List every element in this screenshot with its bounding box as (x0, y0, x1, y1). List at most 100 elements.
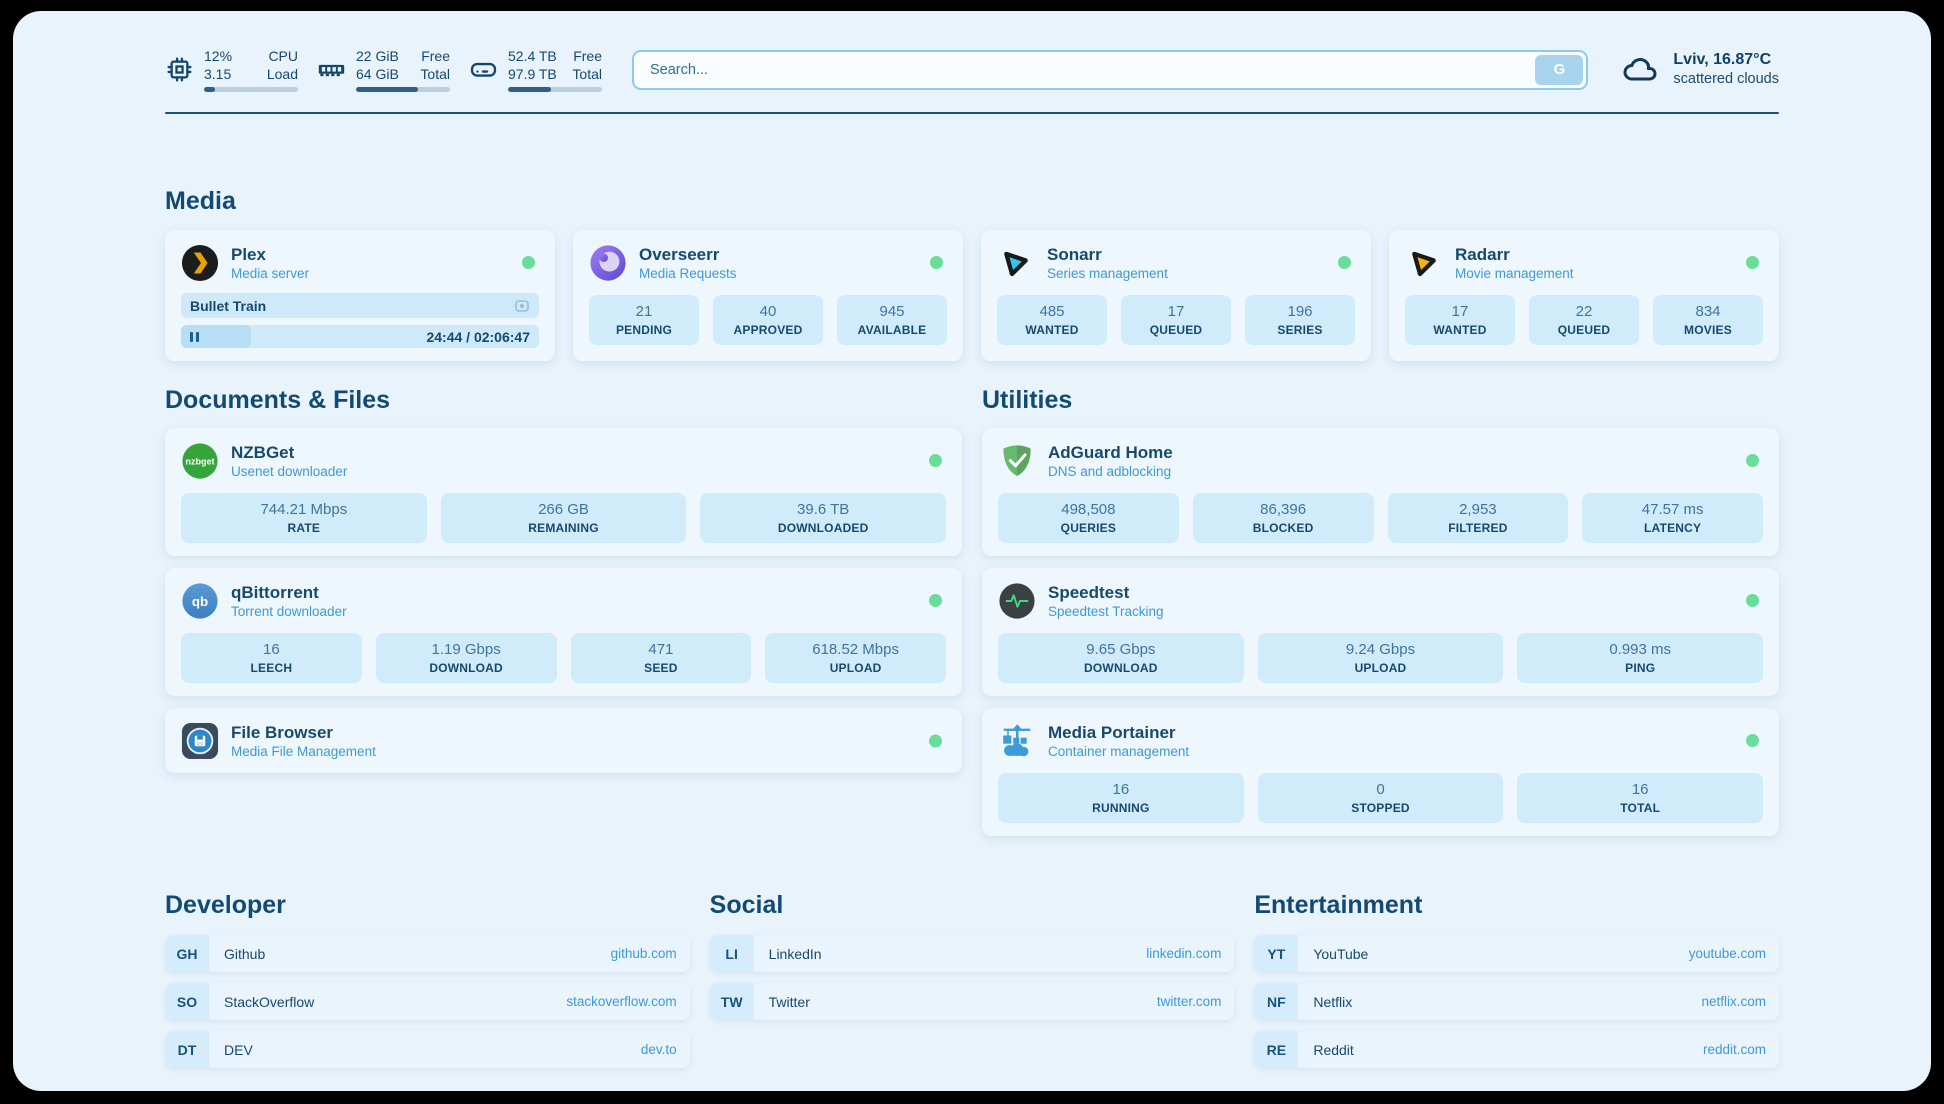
stat-box: 22 QUEUED (1529, 295, 1639, 345)
speedtest-card[interactable]: Speedtest Speedtest Tracking 9.65 Gbps DO… (982, 568, 1779, 696)
status-indicator (1746, 734, 1759, 747)
cpu-stat: 12% CPU 3.15 Load (165, 47, 298, 92)
bookmark-dev[interactable]: DT DEV dev.to (165, 1031, 690, 1068)
dashboard: 12% CPU 3.15 Load (13, 11, 1931, 1091)
status-indicator (929, 734, 942, 747)
adguard-card[interactable]: AdGuard Home DNS and adblocking 498,508 Q… (982, 428, 1779, 556)
stat-label: LATENCY (1644, 521, 1702, 535)
stat-box: 21 PENDING (589, 295, 699, 345)
stat-box: 618.52 Mbps UPLOAD (765, 633, 946, 683)
app-name: File Browser (231, 723, 334, 742)
sonarr-card[interactable]: Sonarr Series management 485 WANTED 17 QUE… (981, 230, 1371, 361)
bookmark-name: YouTube (1313, 945, 1369, 962)
app-name: Plex (231, 245, 266, 264)
cpu-progress-bar (204, 87, 298, 92)
stat-box: 196 SERIES (1245, 295, 1355, 345)
stat-box: 47.57 ms LATENCY (1582, 493, 1763, 543)
stat-label: WANTED (1433, 323, 1487, 337)
bookmark-stackoverflow[interactable]: SO StackOverflow stackoverflow.com (165, 983, 690, 1020)
cpu-usage: 12% (204, 48, 233, 64)
svg-text:nzbget: nzbget (185, 456, 214, 466)
bookmark-linkedin[interactable]: LI LinkedIn linkedin.com (709, 935, 1235, 972)
bookmark-netflix[interactable]: NF Netflix netflix.com (1254, 983, 1779, 1020)
memory-free-label: Free (421, 48, 450, 64)
app-name: Overseerr (639, 245, 720, 264)
bookmark-youtube[interactable]: YT YouTube youtube.com (1254, 935, 1779, 972)
bookmark-group-developer: Developer GH Github github.com SO StackO… (165, 890, 690, 1079)
plex-icon (181, 244, 219, 282)
bookmark-url: twitter.com (1156, 994, 1222, 1009)
app-name: Sonarr (1047, 245, 1102, 264)
portainer-card[interactable]: Media Portainer Container management 16 R… (982, 708, 1779, 836)
app-description: DNS and adblocking (1048, 464, 1172, 479)
overseerr-card[interactable]: Overseerr Media Requests 21 PENDING 40 APP… (573, 230, 963, 361)
stat-value: 9.24 Gbps (1345, 641, 1416, 658)
stat-value: 0 (1376, 781, 1385, 798)
stat-value: 834 (1695, 303, 1721, 320)
stat-box: 485 WANTED (997, 295, 1107, 345)
bookmark-github[interactable]: GH Github github.com (165, 935, 690, 972)
stat-value: 945 (879, 303, 905, 320)
disk-progress-bar (508, 87, 602, 92)
stat-label: UPLOAD (829, 661, 882, 675)
bookmark-abbr: GH (165, 935, 209, 972)
search-input[interactable] (632, 49, 1589, 90)
filebrowser-icon (181, 722, 219, 760)
app-description: Usenet downloader (231, 464, 348, 479)
disk-total: 97.9 TB (508, 66, 557, 82)
stat-value: 1.19 Gbps (431, 641, 501, 658)
memory-total: 64 GiB (356, 66, 399, 82)
stat-value: 744.21 Mbps (260, 501, 348, 518)
stat-box: 86,396 BLOCKED (1192, 493, 1374, 543)
stat-box: 40 APPROVED (713, 295, 823, 345)
stat-box: 17 QUEUED (1121, 295, 1231, 345)
video-icon (514, 298, 530, 314)
stat-box: 0.993 ms PING (1517, 633, 1764, 683)
stat-value: 39.6 TB (797, 501, 850, 518)
qbittorrent-card[interactable]: qb qBittorrent Torrent downloader 16 LEEC… (165, 568, 962, 696)
stat-value: 498,508 (1061, 501, 1116, 518)
stat-label: AVAILABLE (857, 323, 927, 337)
stat-box: 1.19 Gbps DOWNLOAD (375, 633, 557, 683)
search-bar: G (632, 49, 1589, 90)
stat-label: RATE (287, 521, 321, 535)
nzbget-card[interactable]: nzbget NZBGet Usenet downloader 744.21 M… (165, 428, 962, 556)
bookmark-name: Reddit (1313, 1041, 1354, 1058)
cpu-load: 3.15 (204, 66, 232, 82)
app-description: Media server (231, 266, 310, 281)
stat-box: 39.6 TB DOWNLOADED (700, 493, 947, 543)
bookmark-abbr: SO (165, 983, 209, 1020)
bookmark-abbr: TW (709, 983, 754, 1020)
radarr-card[interactable]: Radarr Movie management 17 WANTED 22 QUEUE… (1389, 230, 1779, 361)
bookmark-abbr: NF (1254, 983, 1299, 1020)
section-title-developer: Developer (165, 891, 286, 919)
cpu-icon (167, 57, 192, 82)
stat-label: DOWNLOADED (777, 521, 869, 535)
bookmark-name: DEV (224, 1041, 253, 1058)
weather-condition: scattered clouds (1673, 71, 1779, 87)
adguard-icon (1003, 445, 1031, 477)
status-indicator (930, 256, 943, 269)
qbittorrent-icon: qb (182, 583, 218, 619)
filebrowser-card[interactable]: File Browser Media File Management (165, 708, 962, 773)
bookmark-reddit[interactable]: RE Reddit reddit.com (1254, 1031, 1779, 1068)
stat-label: TOTAL (1620, 801, 1661, 815)
app-description: Series management (1047, 266, 1168, 281)
section-title-media: Media (165, 187, 236, 215)
bookmark-name: StackOverflow (224, 993, 315, 1010)
search-engine-button[interactable]: G (1535, 54, 1584, 85)
bookmark-url: reddit.com (1702, 1042, 1766, 1057)
stat-label: APPROVED (733, 323, 803, 337)
stat-value: 21 (635, 303, 653, 320)
bookmark-url: youtube.com (1688, 946, 1766, 961)
bookmark-url: dev.to (640, 1042, 677, 1057)
bookmark-twitter[interactable]: TW Twitter twitter.com (709, 983, 1235, 1020)
plex-card[interactable]: Plex Media server Bullet Train (165, 230, 555, 361)
header-divider (165, 112, 1779, 114)
stat-box: 744.21 Mbps RATE (181, 493, 427, 543)
portainer-icon (1003, 724, 1031, 757)
stat-value: 266 GB (538, 501, 589, 518)
weather-widget: Lviv, 16.87°C scattered clouds (1618, 50, 1779, 89)
bookmark-name: Twitter (768, 993, 810, 1010)
stat-value: 471 (648, 641, 674, 658)
